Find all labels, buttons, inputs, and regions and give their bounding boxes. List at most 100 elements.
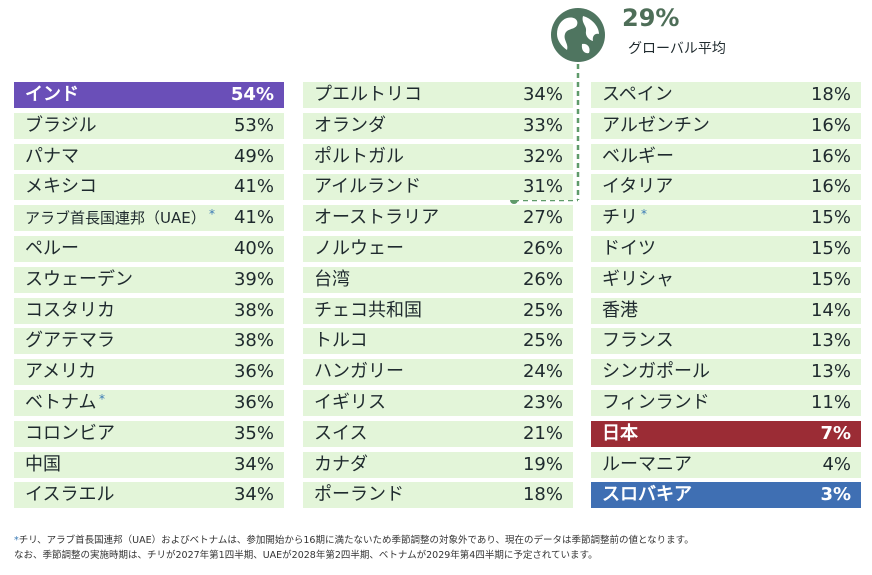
country-row: スイス 21% [303,420,573,447]
country-name: 日本 [602,422,638,444]
country-row: ルーマニア 4% [591,451,861,478]
country-percentage: 54% [230,84,274,105]
country-name: フィンランド [602,391,710,413]
country-percentage: 34% [233,453,274,475]
country-row: オランダ 33% [303,112,573,139]
country-row: コロンビア 35% [14,420,284,447]
country-percentage: 39% [233,268,274,290]
country-name: スイス [314,422,368,444]
country-percentage: 16% [810,145,851,167]
country-name: スロバキア [602,484,692,506]
country-percentage: 40% [233,237,274,259]
country-percentage: 41% [233,176,274,198]
country-name: ペルー [25,237,79,259]
country-name: ベルギー [602,145,674,167]
footnote-marker: * [209,207,215,222]
country-name: ポーランド [314,484,404,506]
country-percentage: 41% [233,207,274,229]
country-row: アラブ首長国連邦（UAE） * 41% [14,205,284,232]
country-name: コスタリカ [25,299,115,321]
country-percentage: 25% [522,330,563,352]
country-percentage: 49% [233,145,274,167]
country-row: スロバキア 3% [591,482,861,509]
footnote-star: * [14,535,19,546]
country-name: チリ [602,207,638,229]
country-name: ブラジル [25,114,97,136]
footnote: *チリ、アラブ首長国連邦（UAE）およびベトナムは、参加開始から16期に満たない… [14,533,870,563]
country-row: グアテマラ 38% [14,328,284,355]
country-row: アルゼンチン 16% [591,112,861,139]
country-name: アイルランド [314,176,422,198]
global-average-label: グローバル平均 [628,41,726,57]
country-percentage: 26% [522,268,563,290]
country-row: ペルー 40% [14,235,284,262]
country-percentage: 27% [522,207,563,229]
country-row: ベトナム * 36% [14,389,284,416]
country-name: プエルトリコ [314,84,422,105]
country-name: メキシコ [25,176,97,198]
country-percentage: 36% [233,361,274,383]
country-row: 中国 34% [14,451,284,478]
country-row: ノルウェー 26% [303,235,573,262]
country-column-1: インド 54% ブラジル 53% パナマ 49% メキシコ 41% アラブ首長国連邦（UAE） *… [14,82,284,513]
country-percentage: 4% [822,453,851,475]
country-name: イタリア [602,176,674,198]
country-percentage: 31% [522,176,563,198]
country-percentage: 32% [522,145,563,167]
country-name: アラブ首長国連邦（UAE） [25,209,206,228]
country-row: シンガポール 13% [591,359,861,386]
country-row: パナマ 49% [14,143,284,170]
country-name: ルーマニア [602,453,692,475]
global-average-value: 29% [622,4,680,32]
country-row: チェコ共和国 25% [303,297,573,324]
country-percentage: 38% [233,299,274,321]
country-name: インド [25,84,79,105]
footnote-marker: * [641,207,647,222]
country-name: フランス [602,330,674,352]
country-name: ギリシャ [602,268,674,290]
country-row: ベルギー 16% [591,143,861,170]
country-percentage: 34% [522,84,563,105]
country-row: フランス 13% [591,328,861,355]
country-name: アメリカ [25,361,97,383]
country-row: 香港 14% [591,297,861,324]
globe-icon [549,6,607,64]
footnote-text-1: チリ、アラブ首長国連邦（UAE）およびベトナムは、参加開始から16期に満たないた… [18,535,694,546]
country-row: コスタリカ 38% [14,297,284,324]
country-name: スウェーデン [25,268,133,290]
country-percentage: 26% [522,237,563,259]
country-name: アルゼンチン [602,114,710,136]
country-percentage: 14% [810,299,851,321]
country-percentage: 18% [810,84,851,105]
country-row: スペイン 18% [591,82,861,108]
country-name: スペイン [602,84,673,105]
country-name: 香港 [602,299,638,321]
country-name: ハンガリー [314,361,404,383]
country-name: イスラエル [25,484,115,506]
country-row: ポルトガル 32% [303,143,573,170]
country-percentage: 13% [810,361,851,383]
country-name: オランダ [314,114,386,136]
country-percentage: 3% [820,484,851,506]
country-percentage: 15% [810,237,851,259]
country-row: トルコ 25% [303,328,573,355]
country-name: ベトナム [25,391,97,413]
country-name: シンガポール [602,361,710,383]
country-row: メキシコ 41% [14,174,284,201]
country-row: ブラジル 53% [14,112,284,139]
country-name: チェコ共和国 [314,299,422,321]
country-row: イスラエル 34% [14,482,284,509]
country-percentage: 11% [810,391,851,413]
country-name: オーストラリア [314,207,440,229]
country-percentage: 38% [233,330,274,352]
country-percentage: 16% [810,114,851,136]
country-name: 台湾 [314,268,350,290]
country-name: イギリス [314,391,386,413]
country-percentage: 18% [522,484,563,506]
country-name: トルコ [314,330,368,352]
country-row: イタリア 16% [591,174,861,201]
country-name: グアテマラ [25,330,115,352]
country-row: ドイツ 15% [591,235,861,262]
country-percentage: 34% [233,484,274,506]
country-name: 中国 [25,453,61,475]
